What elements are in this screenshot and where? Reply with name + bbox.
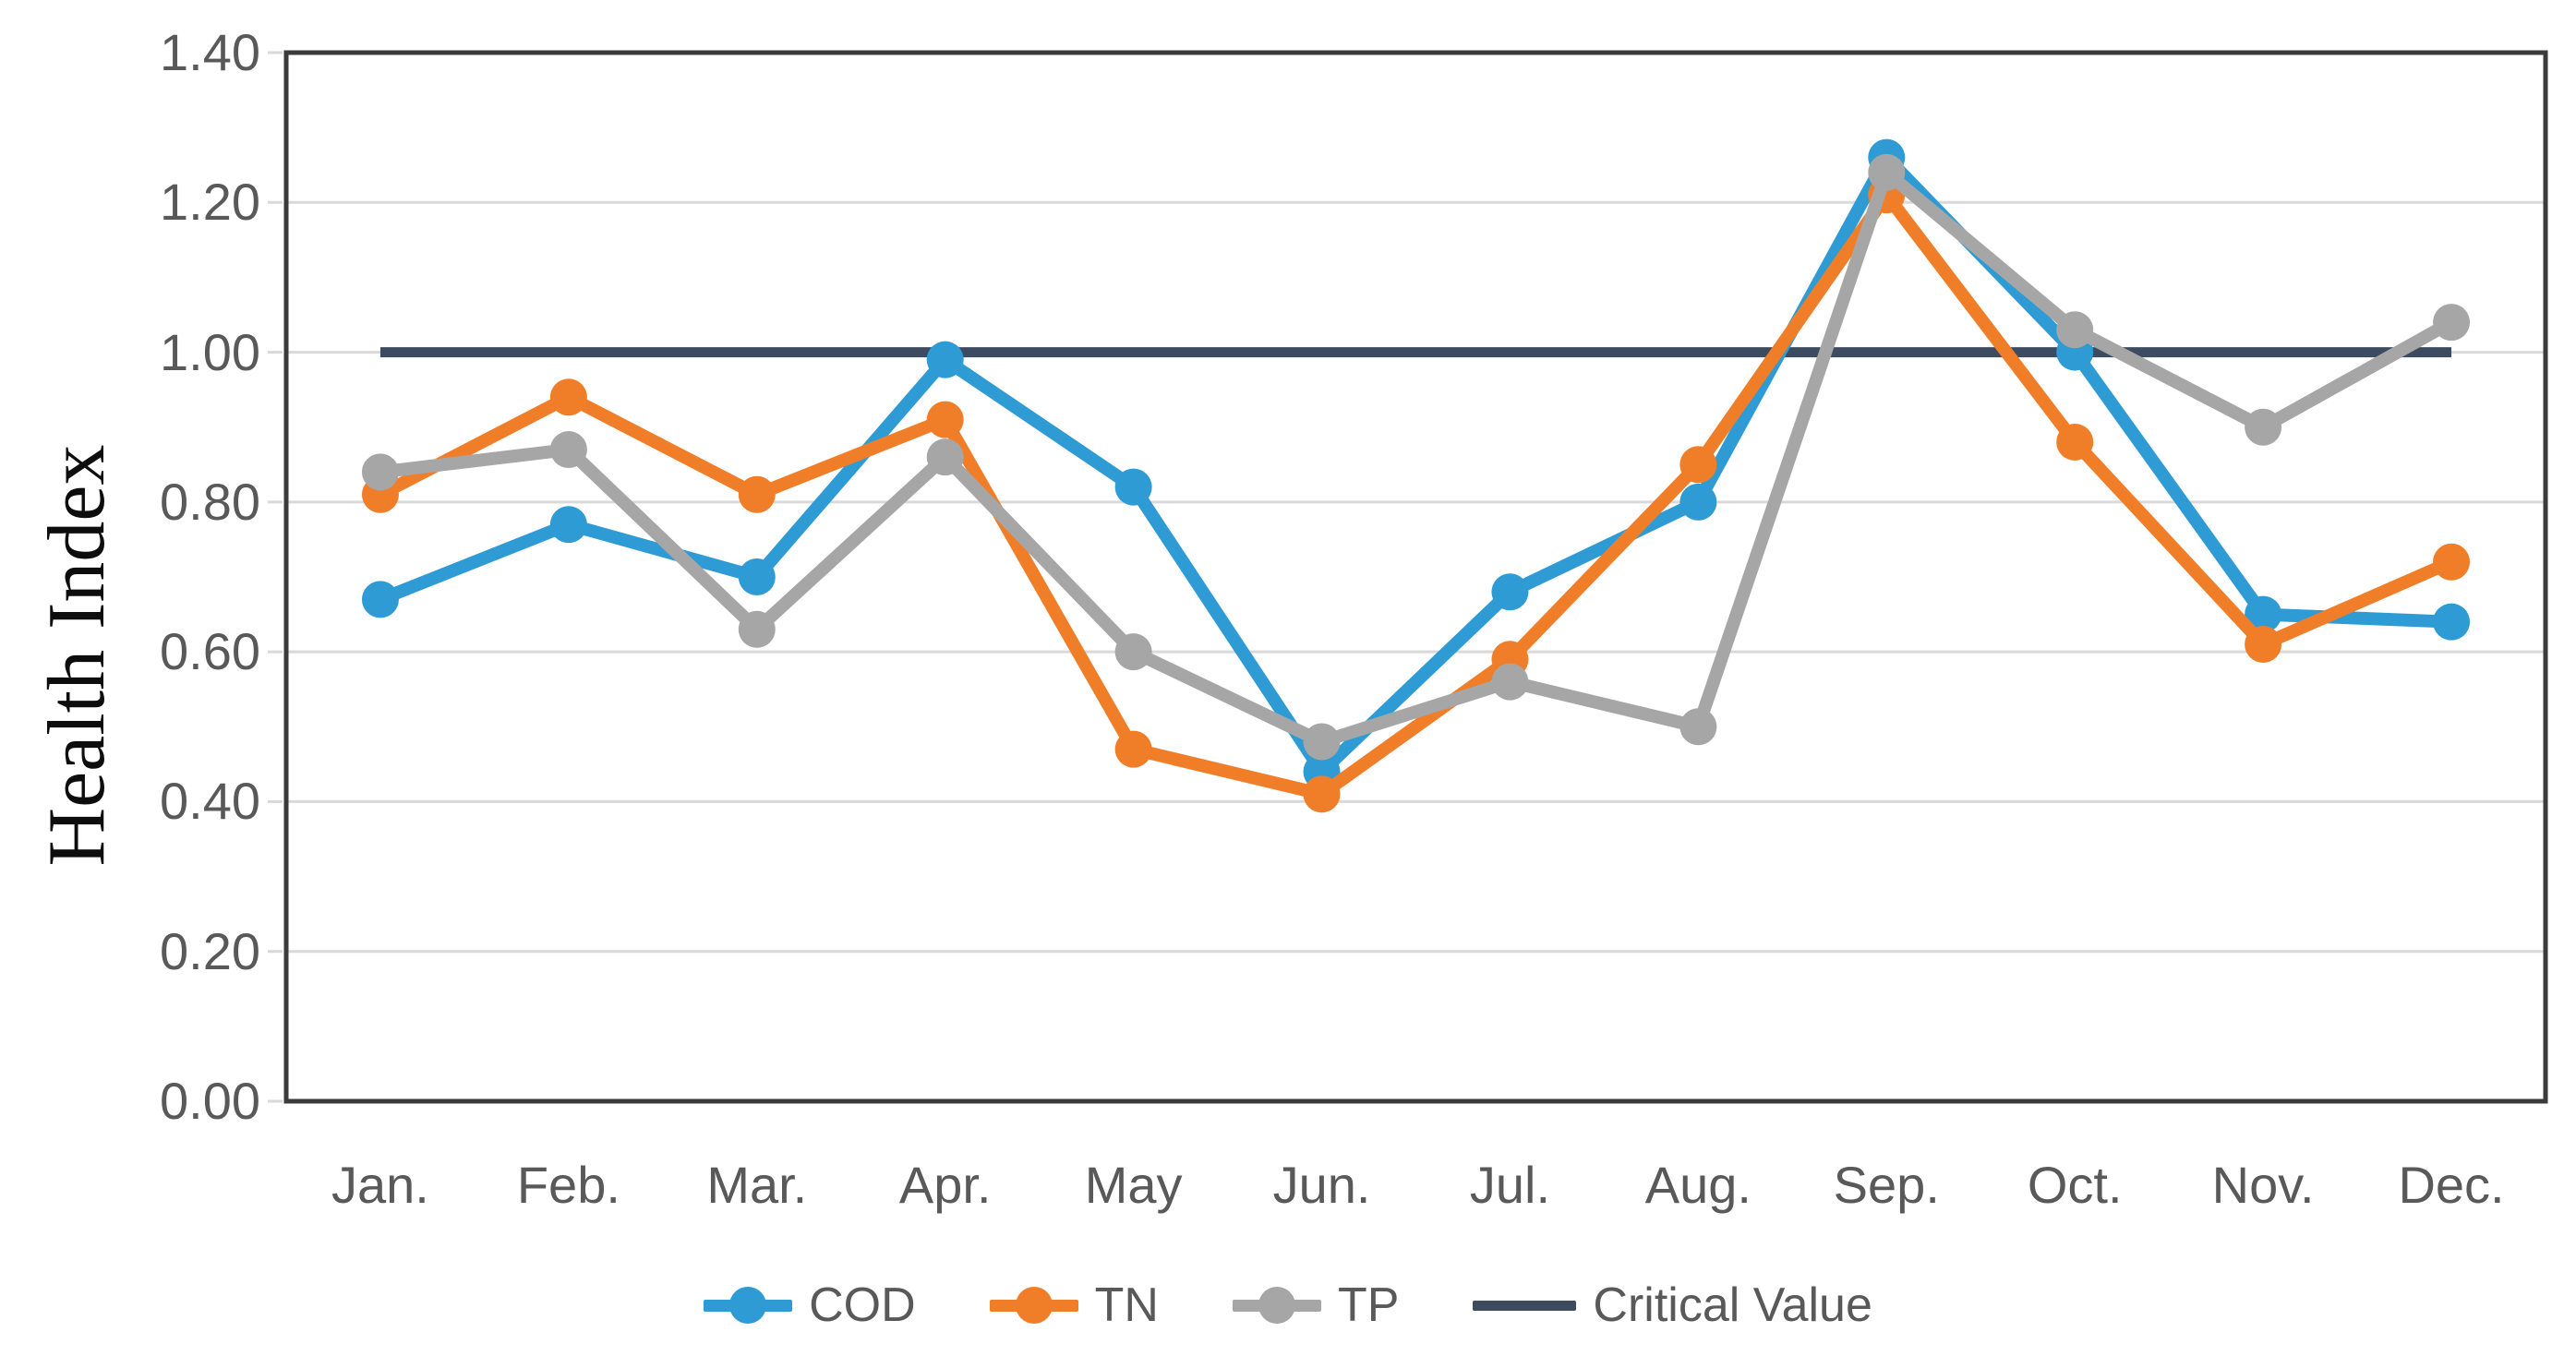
data-point-TN-May [1114, 730, 1152, 768]
legend-line-marker-icon [704, 1285, 793, 1326]
data-point-TP-May [1114, 633, 1152, 671]
y-tick-label-1.40: 1.40 [160, 23, 260, 81]
legend-line-marker-icon [989, 1285, 1078, 1326]
x-tick-label-May: May [1084, 1156, 1183, 1214]
legend-label: TP [1337, 1278, 1400, 1332]
data-point-TP-Jul [1491, 663, 1529, 701]
y-tick-label-1.00: 1.00 [160, 322, 260, 381]
data-point-TP-Mar [738, 610, 776, 648]
legend-label: Critical Value [1593, 1278, 1872, 1332]
data-point-TP-Feb [549, 431, 587, 469]
data-point-TP-Apr [926, 438, 964, 476]
data-point-COD-May [1114, 468, 1152, 506]
y-tick-label-0.80: 0.80 [160, 472, 260, 531]
legend-item-tn: TN [989, 1278, 1159, 1333]
data-point-COD-Feb [549, 506, 587, 544]
data-point-TP-Sep [1868, 153, 1906, 191]
x-tick-label-Mar: Mar. [706, 1156, 808, 1214]
legend-dot-swatch [1258, 1287, 1295, 1324]
data-point-TN-Aug [1679, 446, 1717, 484]
legend-item-cod: COD [704, 1278, 916, 1333]
data-point-TN-Nov [2245, 626, 2282, 664]
data-point-COD-Jan [361, 581, 399, 618]
data-point-COD-Dec [2433, 603, 2471, 641]
data-point-TN-Apr [926, 401, 964, 438]
legend-item-critical-value: Critical Value [1473, 1278, 1872, 1333]
legend-line-swatch [1473, 1301, 1577, 1311]
data-point-TP-Aug [1679, 708, 1717, 746]
data-point-TP-Jan [361, 453, 399, 491]
legend-dot-swatch [1015, 1287, 1053, 1324]
x-tick-label-Jan: Jan. [331, 1156, 429, 1214]
data-point-TN-Mar [738, 475, 776, 513]
x-tick-label-Aug: Aug. [1644, 1156, 1751, 1214]
legend-label: COD [809, 1278, 916, 1332]
x-tick-label-Nov: Nov. [2211, 1156, 2315, 1214]
x-tick-label-Jul: Jul. [1469, 1156, 1551, 1214]
data-point-TN-Dec [2433, 543, 2471, 581]
data-point-COD-Nov [2245, 595, 2282, 633]
legend-label: TN [1094, 1278, 1159, 1332]
plot-border [283, 50, 2548, 1104]
y-tick-label-0.00: 0.00 [160, 1072, 260, 1130]
y-tick-label-0.20: 0.20 [160, 921, 260, 980]
legend-item-tp: TP [1232, 1278, 1400, 1333]
data-point-COD-Apr [926, 341, 964, 378]
y-tick-label-0.60: 0.60 [160, 622, 260, 681]
legend-dot-swatch [729, 1287, 767, 1324]
y-tick-label-0.40: 0.40 [160, 772, 260, 831]
legend-plain-line-icon [1473, 1285, 1577, 1326]
data-point-TN-Jun [1303, 775, 1341, 813]
x-tick-label-Dec: Dec. [2398, 1156, 2505, 1214]
x-tick-label-Oct: Oct. [2027, 1156, 2123, 1214]
data-point-TP-Jun [1303, 723, 1341, 761]
x-tick-label-Jun: Jun. [1272, 1156, 1371, 1214]
x-tick-label-Feb: Feb. [516, 1156, 620, 1214]
data-point-TN-Oct [2056, 423, 2094, 461]
series-line-TN [373, 188, 2459, 801]
x-tick-label-Apr: Apr. [898, 1156, 992, 1214]
series-line-TP [373, 165, 2459, 749]
chart-legend: COD TN TP Critical Value [0, 1278, 2576, 1333]
y-tick-label-1.20: 1.20 [160, 173, 260, 232]
data-point-TP-Nov [2245, 408, 2282, 446]
legend-line-marker-icon [1232, 1285, 1321, 1326]
series-line-COD [373, 150, 2459, 778]
data-point-COD-Aug [1679, 483, 1717, 521]
data-point-COD-Mar [738, 558, 776, 595]
data-point-TN-Feb [549, 378, 587, 416]
data-point-TP-Dec [2433, 304, 2471, 342]
data-point-TP-Oct [2056, 311, 2094, 349]
x-tick-label-Sep: Sep. [1833, 1156, 1940, 1214]
data-point-COD-Jul [1491, 573, 1529, 611]
